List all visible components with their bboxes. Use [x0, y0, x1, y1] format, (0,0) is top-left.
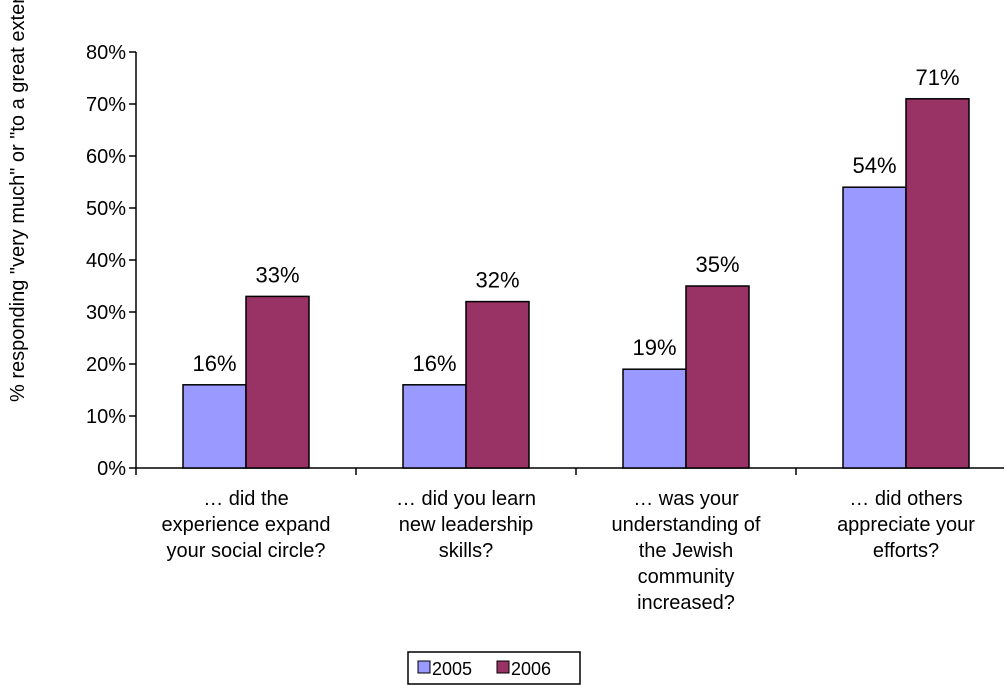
- bar-2006-4: [905, 98, 970, 469]
- bar-2005-4: [842, 186, 907, 469]
- y-axis: 0% 10% 20% 30% 40% 50% 60% 70% 80%: [86, 42, 137, 480]
- data-label-2006-2: 32%: [475, 268, 519, 293]
- y-tick-label: 30%: [86, 302, 126, 324]
- bar-2005-2: [402, 384, 467, 469]
- legend-swatch-2005: [417, 660, 431, 674]
- y-tick-label: 10%: [86, 406, 126, 428]
- y-tick-label: 0%: [97, 458, 126, 480]
- category-labels-group: … did the experience expand your social ci…: [161, 488, 975, 614]
- category-label-line: understanding of: [611, 514, 760, 536]
- data-labels-group: 16% 16% 19% 54% 33% 32% 35% 71%: [192, 65, 959, 376]
- bar-2006-1: [245, 295, 310, 469]
- y-tick-label: 60%: [86, 146, 126, 168]
- data-label-2005-3: 19%: [632, 335, 676, 360]
- category-label-line: … did you learn: [396, 488, 536, 510]
- bar-2006-3: [685, 285, 750, 469]
- bars-group: [182, 98, 970, 469]
- category-label-1: … did the experience expand your social ci…: [161, 488, 330, 562]
- category-label-line: skills?: [439, 540, 493, 562]
- y-tick-label: 20%: [86, 354, 126, 376]
- data-label-2005-4: 54%: [852, 153, 896, 178]
- y-axis-title-group: % responding "very much" or "to a great …: [7, 0, 29, 402]
- y-tick-label: 40%: [86, 250, 126, 272]
- category-label-line: increased?: [637, 592, 735, 614]
- category-label-line: the Jewish: [639, 540, 734, 562]
- y-tick-label: 50%: [86, 198, 126, 220]
- legend-label-2005: 2005: [432, 659, 472, 679]
- category-label-line: appreciate your: [837, 514, 975, 536]
- bar-2006-2: [465, 300, 530, 469]
- data-label-2006-1: 33%: [255, 262, 299, 287]
- category-label-line: … was your: [633, 488, 739, 510]
- legend-swatch-2006: [496, 660, 510, 674]
- category-label-line: … did others: [849, 488, 962, 510]
- category-label-line: new leadership: [399, 514, 534, 536]
- legend: 2005 2006: [407, 651, 581, 685]
- y-axis-title: % responding "very much" or "to a great …: [7, 0, 29, 402]
- category-label-line: your social circle?: [167, 540, 326, 562]
- bar-2005-3: [622, 368, 687, 469]
- legend-label-2006: 2006: [511, 659, 551, 679]
- y-tick-label: 80%: [86, 42, 126, 64]
- category-label-3: … was your understanding of the Jewish comm…: [611, 488, 760, 614]
- data-label-2005-1: 16%: [192, 351, 236, 376]
- data-label-2006-3: 35%: [695, 252, 739, 277]
- category-label-4: … did others appreciate your efforts?: [837, 488, 975, 562]
- data-label-2005-2: 16%: [412, 351, 456, 376]
- x-axis: [135, 467, 1004, 475]
- y-tick-label: 70%: [86, 94, 126, 116]
- bar-2005-1: [182, 384, 247, 469]
- category-label-2: … did you learn new leadership skills?: [396, 488, 536, 562]
- category-label-line: experience expand: [161, 514, 330, 536]
- legend-box: [407, 651, 581, 685]
- category-label-line: efforts?: [873, 540, 939, 562]
- category-label-line: community: [638, 566, 735, 588]
- data-label-2006-4: 71%: [915, 65, 959, 90]
- category-label-line: … did the: [203, 488, 289, 510]
